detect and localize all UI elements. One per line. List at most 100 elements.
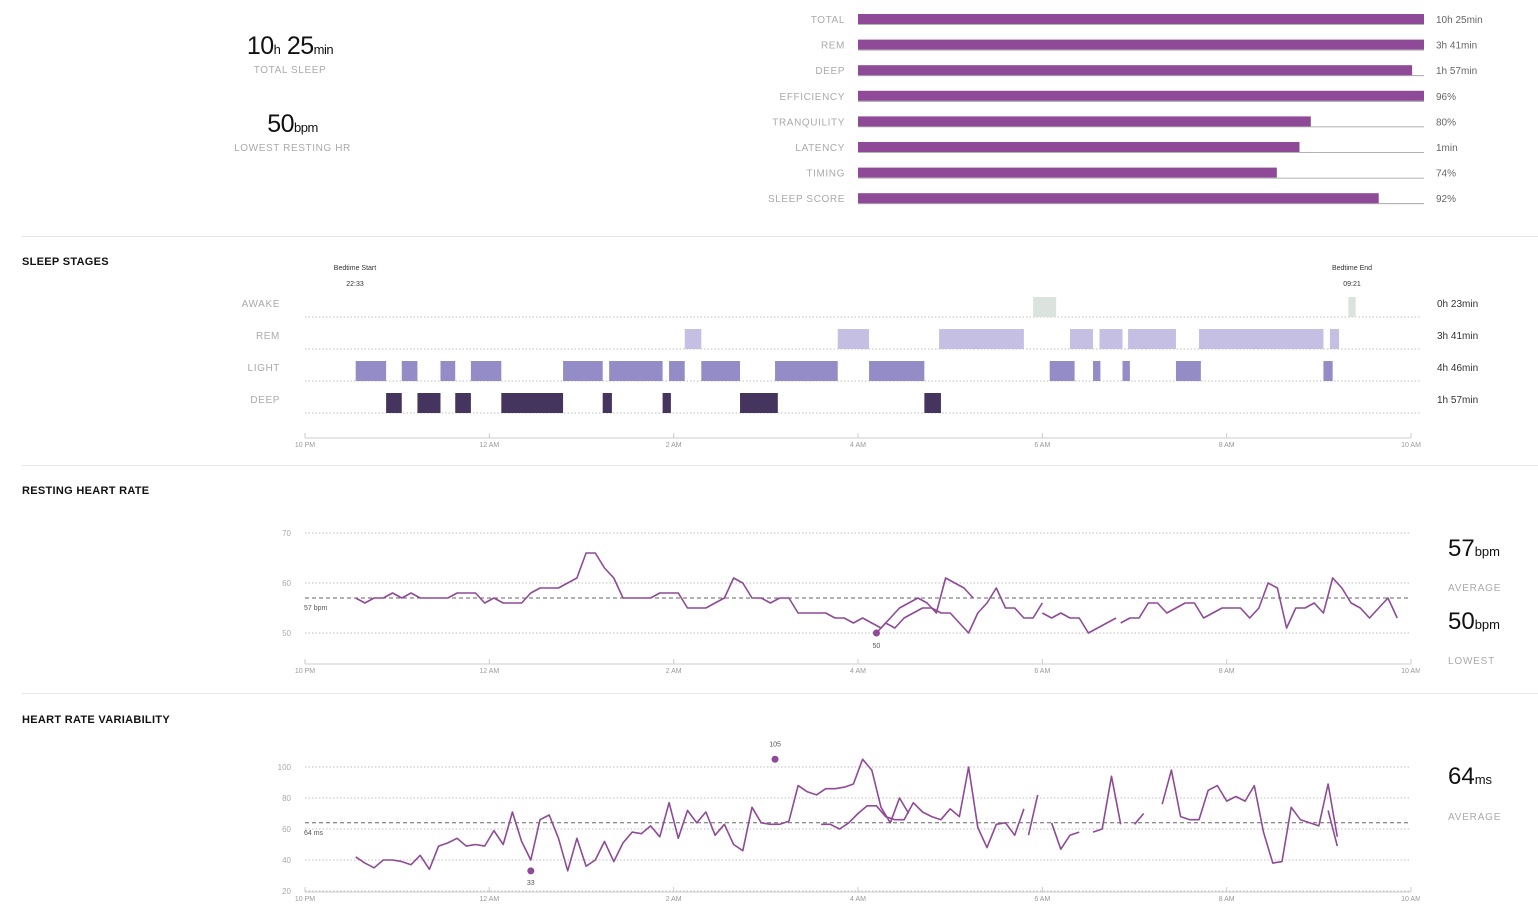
stage-segment-light <box>1049 361 1075 381</box>
metric-value: 3h 41min <box>1436 41 1477 52</box>
metric-value: 74% <box>1436 169 1456 180</box>
time-tick-label: 8 AM <box>1219 668 1235 675</box>
bpm-unit: bpm <box>1474 617 1500 632</box>
metric-label: TIMING <box>806 169 845 180</box>
stage-segment-deep <box>455 393 471 413</box>
metric-value: 80% <box>1436 117 1456 128</box>
stage-segment-rem <box>939 329 1024 349</box>
sleep-metrics-bars: TOTAL 10h 25min REM 3h 41min DEEP 1h 57min EFF… <box>768 14 1483 205</box>
stage-segment-light <box>775 361 838 381</box>
y-tick-label: 60 <box>282 579 291 588</box>
stage-duration: 4h 46min <box>1437 363 1478 374</box>
time-tick-label: 10 AM <box>1401 668 1420 675</box>
stage-label: AWAKE <box>242 299 280 310</box>
stage-segment-rem <box>837 329 870 349</box>
hours-unit: h <box>273 42 281 57</box>
series-line <box>355 758 910 872</box>
stage-segment-awake <box>1033 297 1057 317</box>
bedtime-end-label: Bedtime End <box>1332 265 1372 272</box>
time-tick-label: 4 AM <box>850 896 866 903</box>
stage-segment-deep <box>602 393 612 413</box>
time-tick-label: 8 AM <box>1219 896 1235 903</box>
time-tick-label: 6 AM <box>1034 668 1050 675</box>
metric-value: 92% <box>1436 194 1456 205</box>
stage-segment-deep <box>740 393 778 413</box>
y-tick-label: 80 <box>282 794 291 803</box>
min-point-marker <box>872 629 880 637</box>
y-tick-label: 70 <box>282 529 291 538</box>
series-line <box>1133 812 1145 825</box>
stage-duration: 3h 41min <box>1437 331 1478 342</box>
stage-segment-light <box>440 361 456 381</box>
resting-hr-lowest: 50bpm <box>1448 608 1500 636</box>
y-tick-label: 40 <box>282 856 291 865</box>
metric-label: REM <box>821 41 845 52</box>
metric-bar <box>858 39 1424 50</box>
metric-value: 1h 57min <box>1436 66 1477 77</box>
max-point-marker <box>771 755 779 763</box>
stage-segment-light <box>401 361 418 381</box>
total-sleep-hours: 10 <box>246 32 274 60</box>
stage-segment-deep <box>924 393 941 413</box>
total-sleep-label: TOTAL SLEEP <box>253 65 327 76</box>
metric-value: 1min <box>1436 143 1458 154</box>
divider <box>22 693 1538 694</box>
metric-bar <box>858 90 1424 101</box>
time-tick-label: 6 AM <box>1034 442 1050 449</box>
time-tick-label: 12 AM <box>479 442 499 449</box>
stage-segment-awake <box>1348 297 1356 317</box>
stage-segment-light <box>470 361 502 381</box>
sleep-stages-title: SLEEP STAGES <box>22 256 109 268</box>
time-tick-label: 2 AM <box>666 896 682 903</box>
y-tick-label: 20 <box>282 887 291 896</box>
stage-segment-deep <box>417 393 441 413</box>
stage-segment-deep <box>662 393 671 413</box>
stage-segment-rem <box>1069 329 1094 349</box>
time-tick-label: 6 AM <box>1034 896 1050 903</box>
lowest-hr-value: 50bpm <box>200 110 385 139</box>
stage-segment-light <box>669 361 685 381</box>
bedtime-end-time: 09:21 <box>1343 281 1361 288</box>
time-tick-label: 4 AM <box>850 442 866 449</box>
bpm-unit: bpm <box>294 120 318 135</box>
stage-segment-light <box>1175 361 1201 381</box>
stage-segment-light <box>869 361 925 381</box>
series-line <box>1041 612 1117 634</box>
series-line <box>1092 775 1122 833</box>
total-sleep-minutes: 25 <box>286 32 314 60</box>
metric-label: TOTAL <box>811 15 845 26</box>
ms-unit: ms <box>1474 772 1493 787</box>
stage-segment-rem <box>684 329 702 349</box>
metric-value: 96% <box>1436 92 1456 103</box>
time-tick-label: 10 AM <box>1401 442 1421 449</box>
min-point-label: 33 <box>527 880 535 887</box>
time-tick-label: 12 AM <box>479 896 499 903</box>
hrv-average-label: AVERAGE <box>1448 812 1502 823</box>
hr-lowest-number: 50 <box>1448 608 1475 635</box>
series-line <box>1050 822 1080 850</box>
total-sleep-value: 10h 25min <box>200 32 380 61</box>
time-tick-label: 12 AM <box>479 668 499 675</box>
metric-label: DEEP <box>815 66 845 77</box>
bpm-unit: bpm <box>1474 544 1500 559</box>
hrv-average: 64ms <box>1448 763 1492 791</box>
metric-bar <box>858 14 1424 24</box>
stage-segment-rem <box>1128 329 1176 349</box>
metric-bar <box>858 167 1277 178</box>
series-line <box>821 766 1025 849</box>
hr-lowest-label: LOWEST <box>1448 656 1496 667</box>
resting-hr-average: 57bpm <box>1448 535 1500 563</box>
average-line-label: 57 bpm <box>304 605 328 612</box>
hrv-chart: 20 40 60 80 100 64 ms 10 PM 12 AM 2 AM 4 AM 6 AM 8 … <box>278 741 1420 903</box>
time-tick-label: 4 AM <box>850 668 866 675</box>
time-tick-label: 10 PM <box>295 896 315 903</box>
stage-duration: 1h 57min <box>1437 395 1478 406</box>
average-line-label: 64 ms <box>304 830 324 837</box>
stage-segment-deep <box>501 393 564 413</box>
time-tick-label: 10 PM <box>295 442 315 449</box>
stage-segment-light <box>1093 361 1101 381</box>
y-tick-label: 50 <box>282 629 291 638</box>
y-tick-label: 100 <box>278 763 292 772</box>
max-point-label: 105 <box>769 741 781 748</box>
hr-average-number: 57 <box>1448 535 1475 562</box>
